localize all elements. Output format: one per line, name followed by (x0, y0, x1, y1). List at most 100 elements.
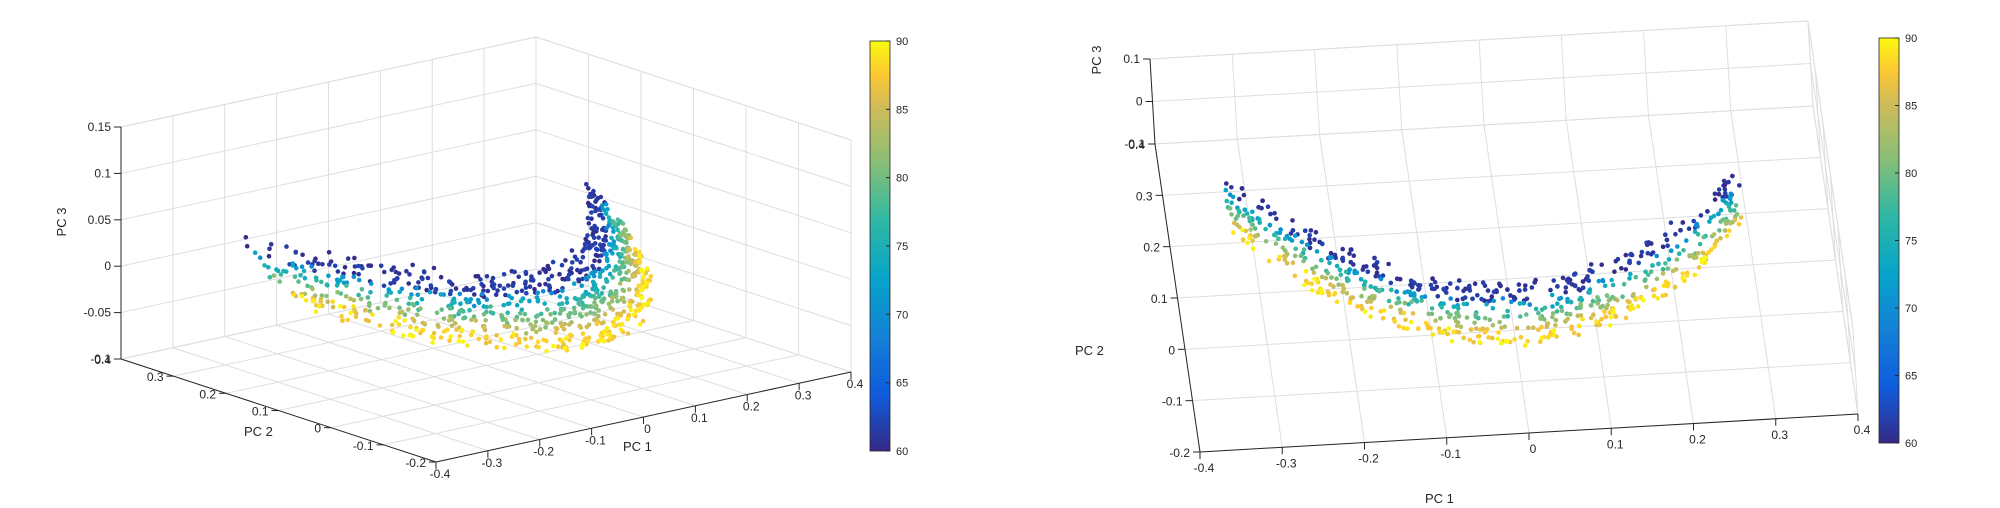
data-point (488, 310, 494, 315)
data-point (1553, 317, 1559, 323)
data-point (1524, 296, 1530, 302)
data-point (1242, 207, 1248, 213)
data-point (301, 268, 307, 274)
data-point (416, 280, 421, 285)
data-point (407, 272, 412, 277)
data-point (559, 301, 565, 306)
data-point (1523, 283, 1528, 288)
data-point (338, 303, 343, 309)
data-point (609, 295, 615, 300)
data-point (622, 239, 627, 245)
data-point (637, 259, 642, 265)
data-point (1486, 335, 1491, 340)
data-point (1241, 192, 1247, 198)
data-point (1655, 296, 1660, 301)
data-point (1478, 327, 1483, 332)
data-point (544, 348, 549, 354)
colorbar-tick-label: 60 (1905, 438, 1917, 450)
data-point (352, 264, 358, 269)
data-point (359, 287, 365, 292)
data-point (388, 290, 394, 295)
data-point (1665, 283, 1670, 289)
data-point (1445, 331, 1451, 337)
data-point (502, 345, 507, 351)
data-point (391, 265, 397, 270)
data-point (351, 304, 356, 309)
data-point (535, 313, 540, 318)
data-point (1250, 209, 1255, 215)
data-point (598, 194, 604, 200)
data-point (551, 343, 556, 349)
data-point (1711, 232, 1717, 237)
data-point (1439, 305, 1444, 310)
colorbar-tick-label: 65 (1905, 371, 1917, 383)
data-point (622, 233, 628, 239)
data-point (487, 339, 493, 345)
x-tick-label: 0.4 (847, 377, 864, 391)
data-point (571, 305, 577, 311)
data-point (641, 302, 647, 307)
data-point (1574, 305, 1580, 311)
data-point (619, 251, 624, 257)
data-point (415, 292, 421, 298)
data-point (579, 283, 584, 289)
data-point (367, 308, 373, 314)
data-point (438, 292, 444, 297)
data-point (603, 211, 609, 217)
data-point (1313, 230, 1319, 235)
data-point (428, 283, 434, 288)
grid-line (535, 222, 852, 327)
grid-line (1192, 362, 1851, 402)
data-point (1568, 299, 1574, 305)
data-point (1499, 325, 1504, 331)
data-point (1326, 290, 1332, 296)
data-point (320, 262, 325, 267)
data-point (1490, 323, 1496, 328)
data-point (1438, 316, 1443, 321)
data-point (471, 314, 477, 319)
data-point (1484, 301, 1489, 307)
data-point (1461, 288, 1466, 294)
data-point (607, 271, 613, 277)
data-point (449, 317, 455, 322)
data-point (566, 322, 572, 327)
data-point (505, 283, 511, 288)
data-point (356, 292, 361, 298)
data-point (298, 273, 303, 278)
data-point (410, 301, 416, 307)
data-point (1456, 330, 1462, 335)
data-point (581, 293, 587, 299)
data-point (1649, 241, 1654, 246)
data-point (1230, 194, 1236, 200)
data-point (1401, 310, 1407, 316)
data-point (580, 342, 585, 348)
data-point (493, 292, 499, 298)
box-edge (1807, 20, 1854, 330)
data-point (1610, 282, 1616, 288)
data-point (638, 305, 643, 311)
data-point (1381, 308, 1387, 313)
data-point (1660, 271, 1666, 276)
data-point (472, 292, 477, 297)
data-point (1447, 314, 1452, 320)
data-point (1538, 316, 1543, 322)
data-point (326, 273, 331, 279)
data-point (589, 270, 594, 276)
data-point (608, 289, 613, 295)
data-point (1416, 326, 1421, 331)
data-point (1505, 314, 1510, 319)
data-point (1479, 296, 1484, 302)
data-point (1599, 262, 1604, 268)
data-point (576, 277, 581, 282)
data-point (1602, 309, 1607, 314)
data-point (617, 259, 622, 264)
data-point (519, 288, 525, 294)
data-point (1394, 276, 1400, 282)
y-tick-label: 0.4 (1128, 138, 1145, 152)
data-point (1224, 198, 1230, 204)
data-point (382, 269, 387, 275)
data-point (454, 327, 459, 332)
data-point (324, 293, 329, 299)
data-point (1273, 241, 1279, 246)
data-point (1651, 293, 1657, 299)
